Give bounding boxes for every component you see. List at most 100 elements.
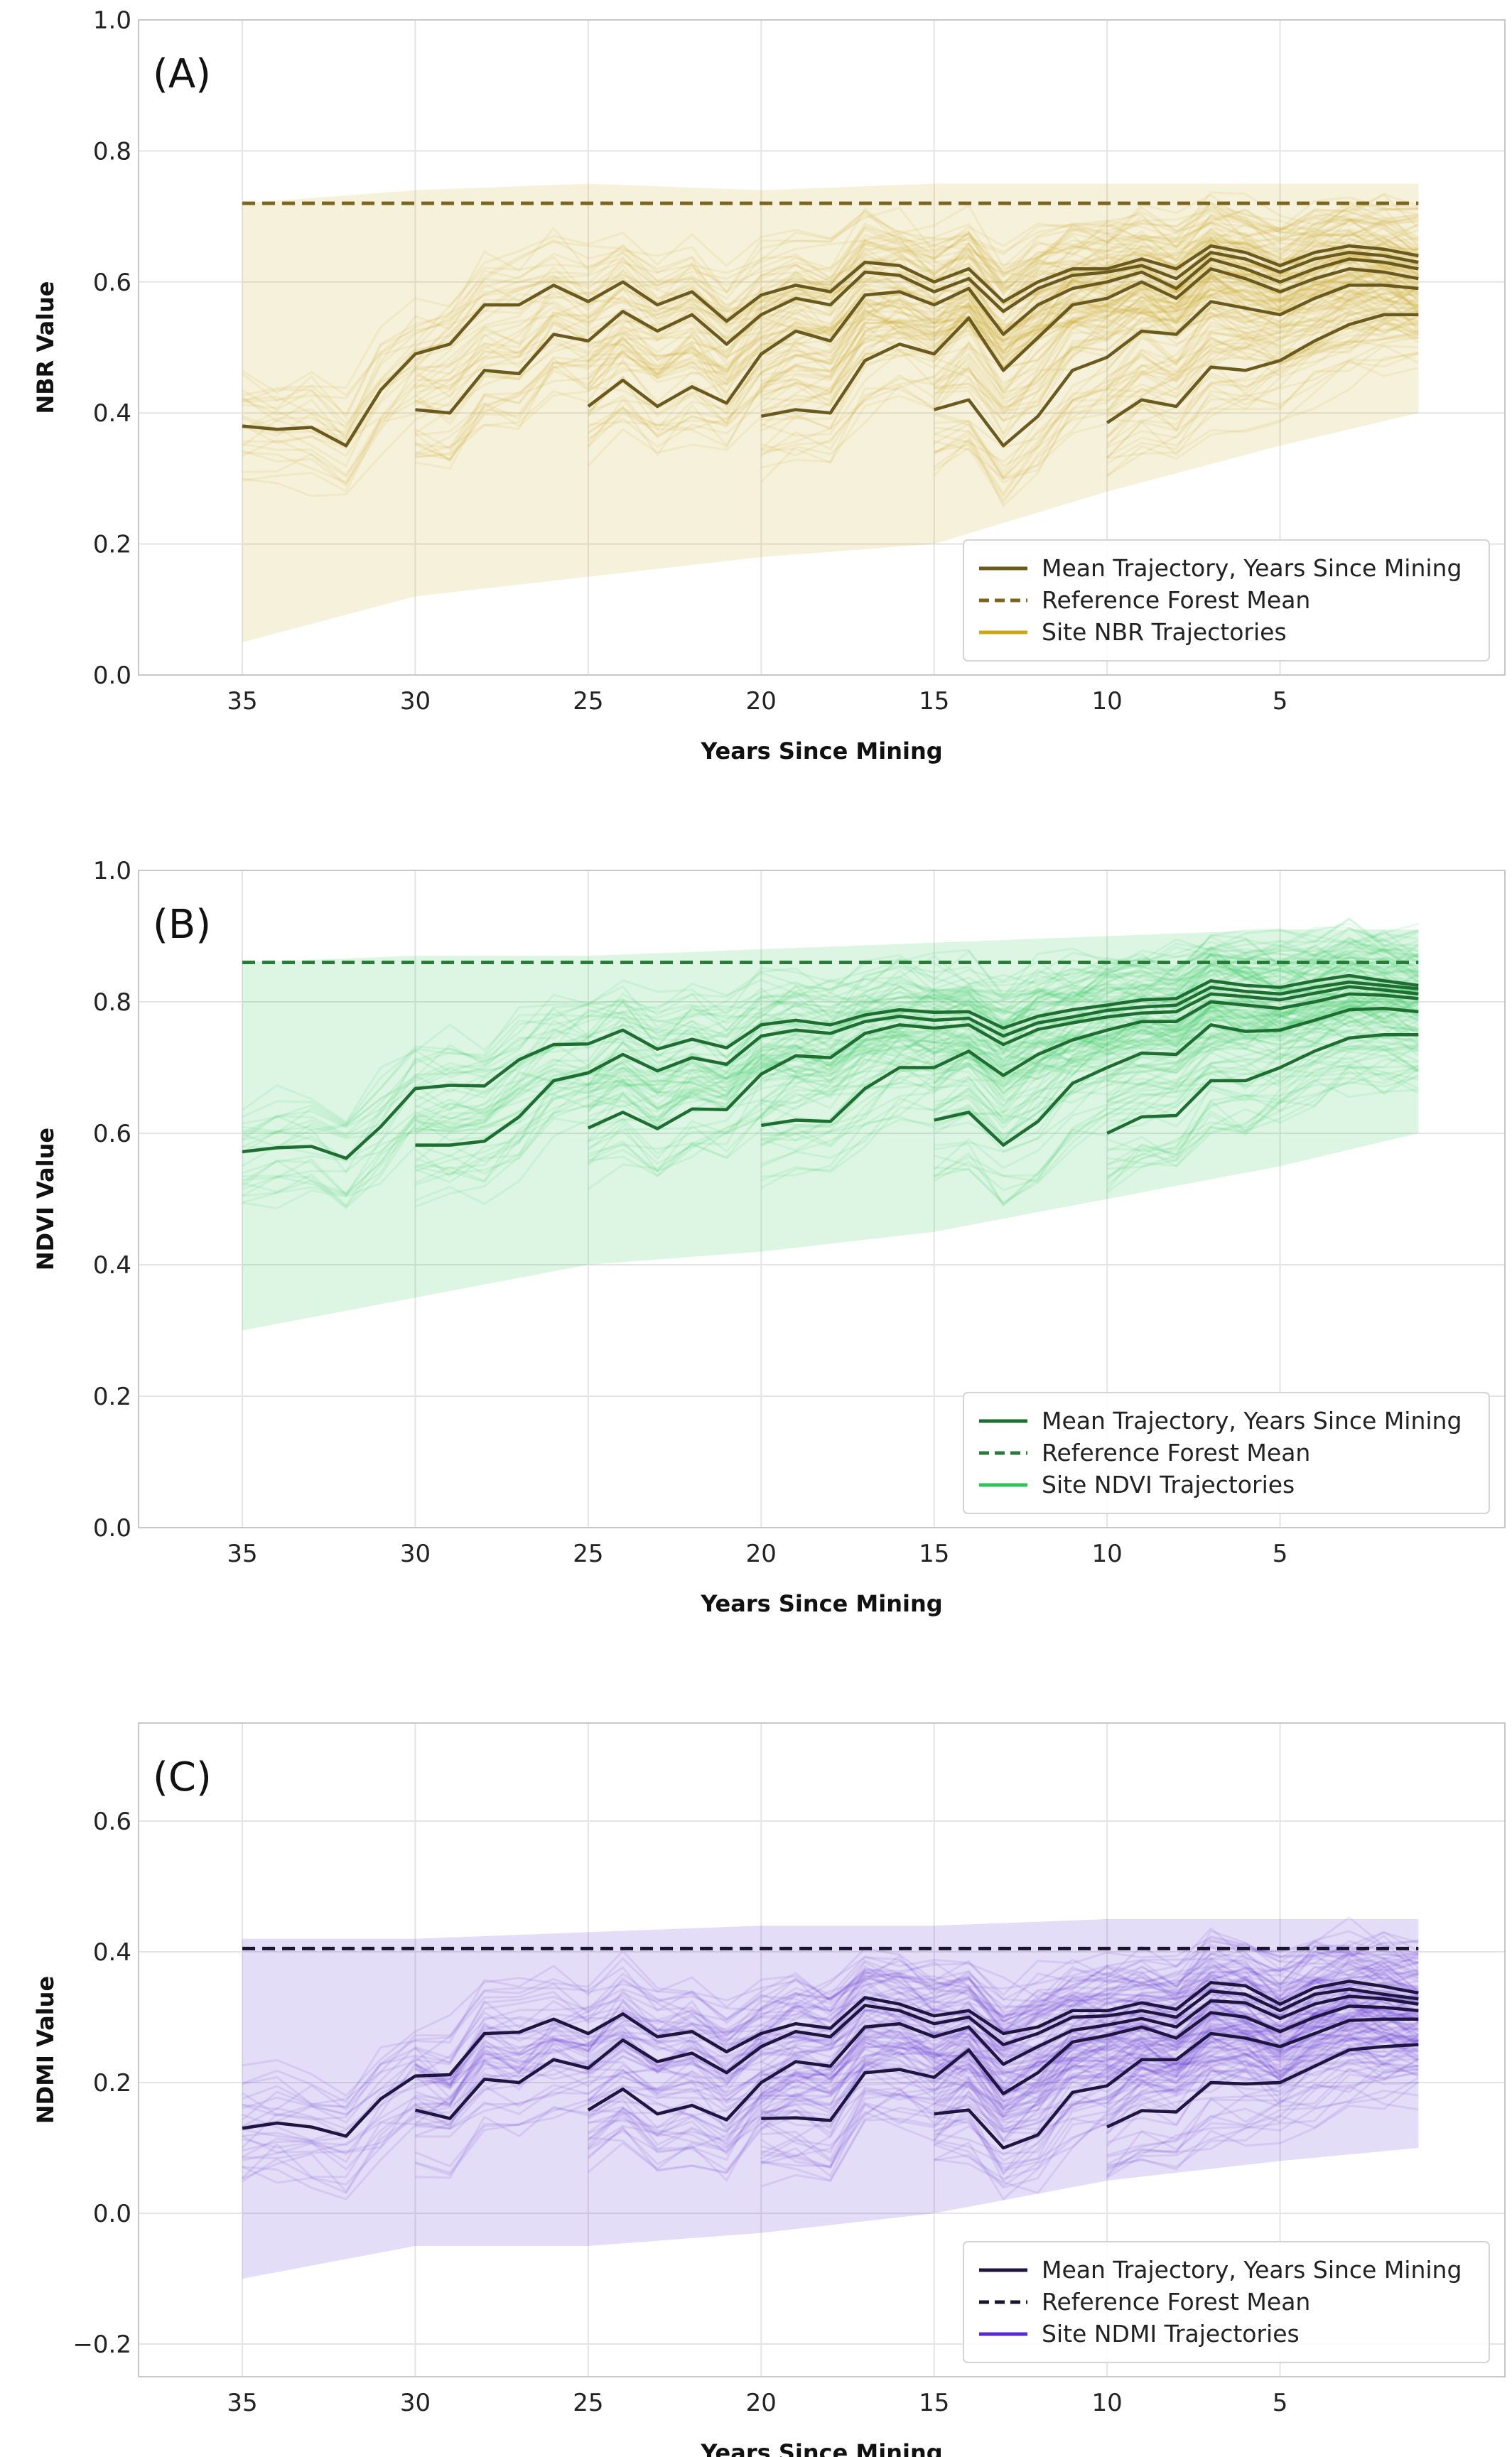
- x-tick-label: 30: [400, 1540, 431, 1568]
- site-trajectory: [414, 264, 1420, 455]
- site-trajectory: [588, 1997, 1419, 2142]
- site-trajectory: [415, 237, 1419, 394]
- site-trajectory: [414, 1966, 1419, 2090]
- site-trajectory: [414, 1953, 1419, 2108]
- site-trajectory: [934, 986, 1419, 1119]
- y-tick-label: 0.2: [93, 1383, 131, 1411]
- site-trajectory: [934, 2033, 1419, 2189]
- site-trajectory: [415, 2034, 1420, 2174]
- site-trajectory: [414, 1014, 1419, 1208]
- site-trajectory: [587, 193, 1420, 362]
- site-trajectory: [242, 1959, 1419, 2117]
- site-trajectory: [588, 993, 1419, 1155]
- site-trajectory: [414, 927, 1419, 1112]
- site-trajectory: [760, 298, 1419, 455]
- site-trajectory: [1106, 1986, 1419, 2071]
- site-trajectory: [415, 1962, 1419, 2087]
- site-trajectory: [760, 1041, 1419, 1189]
- legend-label: Reference Forest Mean: [1042, 2288, 1310, 2316]
- site-trajectory: [415, 201, 1419, 375]
- site-trajectory: [761, 2035, 1419, 2168]
- site-trajectory: [587, 2040, 1419, 2174]
- site-trajectory: [414, 2019, 1419, 2168]
- site-trajectory: [588, 1019, 1419, 1177]
- site-trajectory: [242, 1958, 1419, 2124]
- site-trajectory: [415, 281, 1420, 457]
- panel-b: 35 30 25 20 15 10 5 0.0 0.2 0.4 0.6 0.8 1.0 Years Sin…: [32, 857, 1506, 1617]
- site-trajectory: [1106, 1011, 1420, 1120]
- site-trajectory: [1107, 318, 1419, 423]
- site-trajectory: [760, 254, 1420, 428]
- site-trajectory: [588, 201, 1419, 362]
- x-tick-label: 35: [227, 1540, 257, 1568]
- site-trajectory: [761, 958, 1419, 1104]
- site-trajectory: [242, 208, 1419, 431]
- y-tick-label: 0.8: [93, 988, 131, 1017]
- site-trajectory: [242, 982, 1419, 1174]
- site-trajectory: [1106, 2034, 1420, 2127]
- site-trajectory: [760, 1044, 1419, 1167]
- site-trajectory: [1106, 1055, 1419, 1182]
- site-trajectory: [760, 284, 1420, 458]
- site-trajectory: [760, 995, 1419, 1145]
- site-trajectory: [1106, 2080, 1420, 2171]
- x-tick-label: 5: [1273, 1540, 1288, 1568]
- site-trajectory: [1106, 1992, 1419, 2079]
- site-trajectory: [415, 1972, 1420, 2115]
- site-trajectory: [760, 2039, 1419, 2178]
- mean-trajectory-line: [242, 244, 1419, 448]
- x-axis-title: Years Since Mining: [700, 1590, 942, 1617]
- site-trajectory: [934, 964, 1419, 1122]
- site-trajectory: [934, 2020, 1419, 2156]
- site-trajectory: [761, 943, 1419, 1079]
- site-trajectory: [242, 262, 1419, 487]
- site-trajectory: [415, 1996, 1419, 2138]
- site-trajectory: [934, 315, 1419, 468]
- y-tick-label: 0.8: [93, 137, 131, 166]
- site-trajectory: [242, 196, 1419, 397]
- site-trajectory: [760, 1962, 1419, 2090]
- site-trajectory: [415, 1975, 1419, 2115]
- site-trajectory: [414, 1930, 1420, 2081]
- site-trajectory: [760, 968, 1419, 1120]
- site-trajectory: [414, 950, 1419, 1133]
- legend-label: Mean Trajectory, Years Since Mining: [1042, 2256, 1462, 2284]
- site-trajectory: [1106, 2070, 1419, 2172]
- site-trajectory: [1106, 360, 1419, 460]
- x-tick-label: 25: [573, 687, 603, 716]
- site-trajectory: [414, 1950, 1419, 2090]
- site-trajectory: [760, 941, 1419, 1080]
- site-trajectory: [415, 2006, 1419, 2130]
- site-trajectory: [414, 1950, 1419, 2088]
- x-tick-label: 10: [1092, 2389, 1123, 2417]
- plot-frame: [138, 870, 1506, 1528]
- site-trajectory: [588, 2004, 1420, 2149]
- site-trajectory: [1106, 344, 1419, 477]
- site-trajectory: [760, 2024, 1419, 2160]
- site-trajectory: [414, 1003, 1419, 1187]
- site-trajectory: [588, 263, 1419, 426]
- site-trajectory: [760, 214, 1419, 382]
- site-trajectory: [1106, 323, 1419, 449]
- site-trajectory: [933, 1962, 1419, 2102]
- site-trajectory: [587, 2014, 1419, 2151]
- legend: Mean Trajectory, Years Since Mining Refer…: [963, 2241, 1490, 2363]
- site-trajectory: [242, 204, 1419, 396]
- site-trajectory: [934, 943, 1420, 1095]
- site-trajectory: [933, 323, 1419, 505]
- site-trajectory: [760, 1027, 1420, 1182]
- site-trajectory: [1106, 291, 1419, 413]
- legend-label: Mean Trajectory, Years Since Mining: [1042, 554, 1462, 582]
- site-trajectory: [760, 302, 1419, 469]
- site-trajectory: [760, 2038, 1420, 2182]
- site-trajectory: [934, 311, 1419, 480]
- y-tick-label: 0.0: [93, 662, 131, 690]
- site-trajectory: [761, 2061, 1419, 2169]
- site-trajectory: [761, 2024, 1419, 2161]
- site-trajectory: [760, 284, 1420, 450]
- site-trajectory: [242, 954, 1419, 1141]
- site-trajectory: [242, 1916, 1419, 2097]
- panel-a: 35 30 25 20 15 10 5 0.0 0.2 0.4 0.6 0.8 1.0 Years Sin…: [32, 6, 1506, 765]
- site-trajectory: [587, 1006, 1419, 1173]
- site-trajectory: [1106, 1996, 1419, 2080]
